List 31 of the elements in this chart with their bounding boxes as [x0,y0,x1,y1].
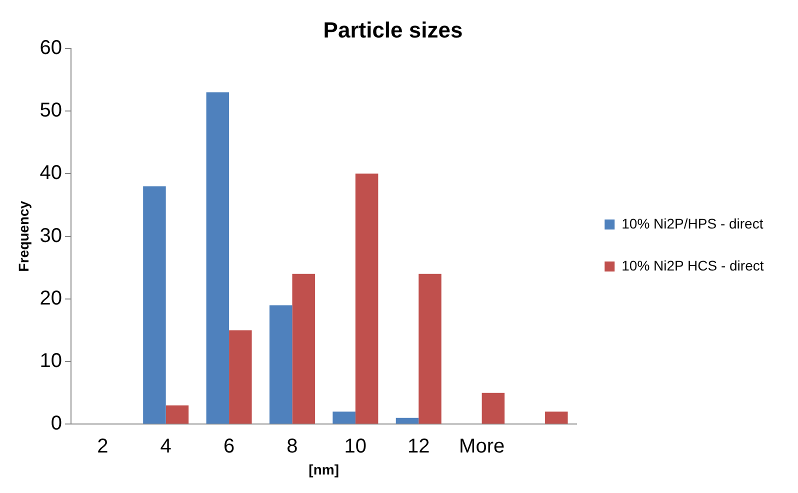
legend-label: 10% Ni2P HCS - direct [622,257,764,274]
x-tick-label: 4 [160,436,172,458]
legend-label: 10% Ni2P/HPS - direct [622,215,764,232]
bar [396,418,419,424]
bar [418,274,442,424]
y-tick-label: 40 [40,162,62,184]
bar [545,412,568,424]
bar [206,92,230,424]
bar [332,412,356,424]
y-tick-label: 0 [50,412,62,435]
y-tick-label: 20 [40,287,62,310]
bar [166,405,189,424]
y-tick-label: 60 [40,36,62,59]
x-tick-label: More [459,436,505,458]
y-tick-label: 50 [40,100,62,122]
bar [355,174,378,424]
y-tick-label: 30 [40,224,62,247]
x-tick-label: 10 [344,436,367,458]
y-axis-title: Frequency [15,200,32,272]
bar [269,305,292,424]
bar [482,392,505,424]
x-tick-label: 12 [408,436,430,458]
bar [143,186,166,424]
y-tick-label: 10 [40,350,62,372]
bar [292,274,315,424]
bar [229,330,252,424]
x-tick-label: 8 [286,436,298,458]
x-tick-label: 2 [97,436,108,458]
chart-title: Particle sizes [323,17,463,42]
x-tick-label: 6 [223,436,235,458]
x-axis-title: [nm] [308,461,339,478]
